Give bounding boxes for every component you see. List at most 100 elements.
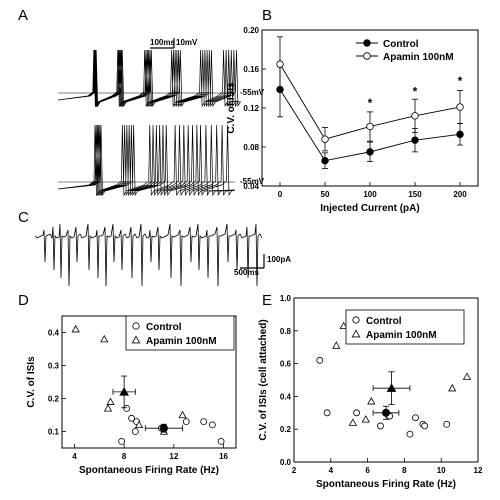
x-tick-label: 2 [292,466,297,475]
legend-box [345,309,465,345]
scatter-point [128,414,136,422]
chart-b: 0 50 100 150 200 0.04 0.08 0.12 0.16 0.20 Injected… [226,26,479,214]
mean-marker [372,405,400,420]
data-point [456,103,464,111]
legend: Control Apamin 100nM [345,309,465,345]
scatter-point [182,418,190,426]
scatter-point [217,437,225,445]
scatter-point [421,422,429,430]
y-tick-label: 0.6 [280,360,292,369]
data-point [456,130,464,139]
trace-top-holding-label: -55mV [240,88,265,97]
mean-point [386,383,397,392]
mean-marker [372,371,411,406]
scatter-point [412,414,419,422]
significance-star: * [413,85,418,99]
legend-label: Control [146,322,182,333]
scatter-point [353,409,360,417]
y-tick-label: 0.2 [48,395,60,404]
scatter-point [443,420,451,428]
y-tick-label: 0.8 [280,327,292,336]
series-control [316,356,451,438]
y-tick-label: 0.12 [243,104,259,113]
plot-frame [293,297,479,463]
y-tick-label: 0.04 [243,182,259,191]
trace-a-top: -55mV [57,49,265,108]
scatter-point [106,397,115,405]
legend: Control Apamin 100nM [125,315,235,351]
mean-marker [144,423,183,433]
mean-point [119,386,129,396]
scatter-point [200,418,208,426]
scatter-point [178,410,187,419]
y-tick-label: 0.16 [243,65,259,74]
data-point [276,60,284,68]
x-tick-label: 8 [402,466,407,475]
x-tick-label: 12 [474,466,483,475]
significance-star: * [368,96,373,110]
scatter-point [348,418,358,426]
legend-label: Apamin 100nM [383,52,454,63]
scatter-point [123,404,131,412]
series-apamin [71,324,187,435]
y-tick-label: 0.08 [243,143,259,152]
x-tick-label: 100 [363,190,377,199]
scatter-point [316,356,324,364]
y-tick-label: 0.1 [48,428,60,437]
scatter-point [361,415,370,423]
scatter-point [134,420,144,429]
mean-point [159,424,168,433]
y-tick-label: 0.0 [280,458,292,467]
panel-c-scale-bar: 500ms 100pA [234,254,291,277]
y-axis-label: C.V. of ISIs [226,82,237,134]
scale-c-current-label: 100pA [267,255,291,264]
data-point [411,136,419,144]
panel-letter-c: C [18,209,29,226]
trace-c [34,223,263,287]
legend: Control Apamin 100nM [356,39,454,63]
panel-letter-b: B [262,7,272,24]
trace-a-bottom: -55mV [57,124,265,197]
x-tick-label: 10 [437,466,446,475]
y-tick-label: 0.4 [280,392,292,401]
mean-marker [112,375,136,409]
legend-marker [363,39,371,47]
trace-bottom-holding-label: -55mV [240,177,265,186]
chart-e: 2 4 6 8 10 12 0.0 0.2 0.4 0.6 0.8 1.0 Spontaneous Fi… [258,294,483,490]
legend-label: Apamin 100nM [146,336,217,347]
x-tick-label: 4 [72,452,77,461]
scatter-point [332,341,341,349]
scatter-point [100,334,109,343]
scatter-point [103,404,113,412]
y-tick-label: 0.3 [48,362,60,371]
scale-c-time-label: 500ms [234,268,259,277]
scatter-point [339,321,348,330]
legend-box [125,315,235,351]
y-tick-label: 0.20 [243,26,259,35]
scatter-point [118,437,126,445]
x-axis-label: Spontaneous Firing Rate (Hz) [316,479,456,490]
legend-marker [352,316,360,324]
legend-label: Control [366,316,402,327]
x-tick-label: 150 [408,190,422,199]
legend-marker [351,329,361,338]
series-apamin [276,36,464,152]
data-point [366,148,374,156]
x-tick-label: 50 [321,190,330,199]
y-tick-label: 0.4 [48,329,60,338]
chart-d: 4 8 12 16 0.1 0.2 0.3 0.4 Spontaneous Firing Rat… [26,315,237,476]
legend-marker [363,52,371,60]
panel-letter-e: E [262,292,272,309]
y-axis-label: C.V. of ISIs [26,356,37,408]
data-point [321,135,329,143]
panel-a-scale-bar: 100ms 10mV [150,38,198,49]
data-point [411,112,419,120]
x-tick-label: 16 [219,452,228,461]
scatter-point [406,430,414,438]
mean-point [381,408,390,417]
x-axis-label: Spontaneous Firing Rate (Hz) [79,465,219,476]
data-point [321,156,329,165]
scatter-point [367,397,376,405]
scatter-point [448,383,457,392]
